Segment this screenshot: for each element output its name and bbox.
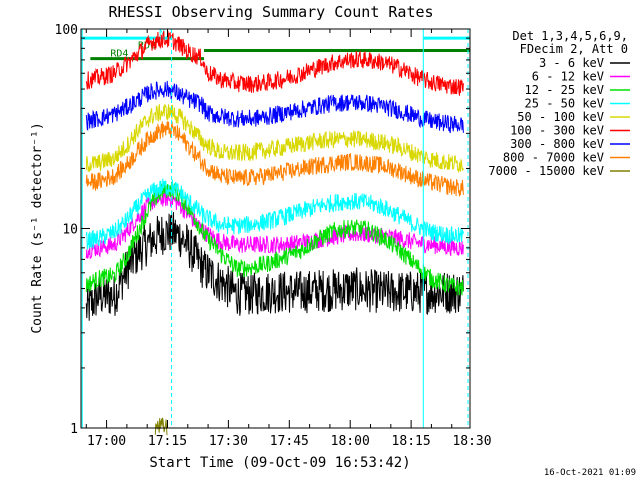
- series-line: [85, 103, 464, 174]
- legend-label: 6 - 12 keV: [532, 70, 604, 84]
- series-lines: [85, 30, 464, 436]
- legend-header: Det 1,3,4,5,6,9,: [512, 29, 628, 43]
- flag-label: RD4: [110, 49, 128, 60]
- legend-header: FDecim 2, Att 0: [520, 42, 628, 56]
- y-axis-label: Count Rate (s⁻¹ detector⁻¹): [30, 122, 45, 333]
- series-line: [85, 189, 464, 260]
- legend-label: 800 - 7000 keV: [503, 151, 604, 165]
- footer-timestamp: 16-Oct-2021 01:09: [544, 468, 636, 478]
- series-line: [85, 178, 464, 250]
- legend: Det 1,3,4,5,6,9,FDecim 2, Att 03 - 6 keV…: [488, 29, 630, 178]
- series-line: [85, 210, 464, 321]
- series-line: [85, 181, 464, 296]
- legend-label: 25 - 50 keV: [525, 97, 604, 111]
- x-tick-label: 18:00: [331, 434, 370, 449]
- legend-label: 3 - 6 keV: [539, 56, 604, 70]
- x-tick-label: 18:15: [392, 434, 431, 449]
- x-axis-ticks: 17:00 17:15 17:30 17:45 18:00 18:15 18:30: [85, 29, 492, 449]
- x-tick-label: 17:30: [209, 434, 248, 449]
- series-line: [154, 417, 168, 436]
- x-tick-label: 17:15: [148, 434, 187, 449]
- y-tick-label: 100: [55, 23, 78, 38]
- chart-title: RHESSI Observing Summary Count Rates: [108, 3, 433, 21]
- legend-label: 12 - 25 keV: [525, 83, 604, 97]
- legend-label: 50 - 100 keV: [517, 110, 604, 124]
- x-tick-label: 17:45: [270, 434, 309, 449]
- series-line: [85, 30, 464, 96]
- x-tick-label: 18:30: [452, 434, 491, 449]
- legend-label: 7000 - 15000 keV: [488, 164, 604, 178]
- flag-label: RD0: [138, 41, 156, 52]
- y-tick-label: 10: [62, 223, 78, 238]
- legend-label: 300 - 800 keV: [510, 137, 604, 151]
- legend-label: 100 - 300 keV: [510, 124, 604, 138]
- y-axis-ticks: 1 10 100: [55, 23, 470, 437]
- x-tick-label: 17:00: [87, 434, 126, 449]
- x-axis-label: Start Time (09-Oct-09 16:53:42): [149, 455, 410, 471]
- series-line: [85, 80, 464, 134]
- flag-label: N: [159, 28, 165, 39]
- y-tick-label: 1: [70, 422, 78, 437]
- series-line: [85, 121, 464, 197]
